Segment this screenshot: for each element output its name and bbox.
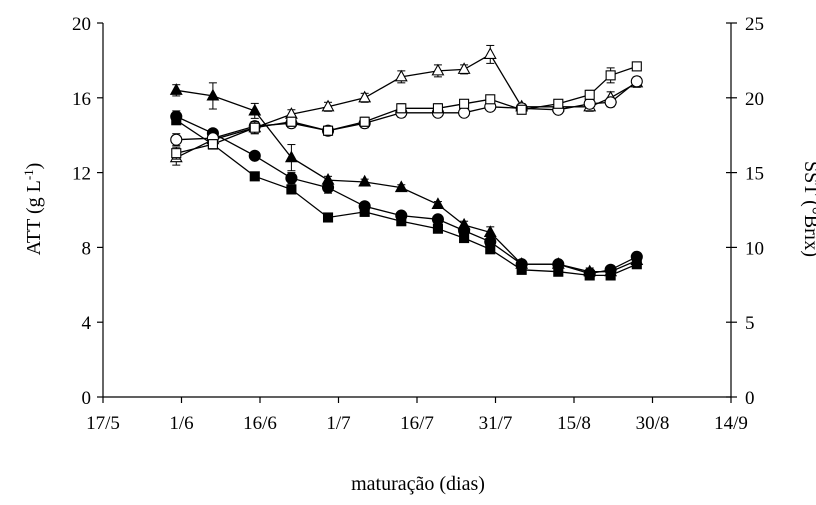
- x-tick-label: 14/9: [714, 413, 748, 434]
- data-point-square: [322, 212, 334, 223]
- x-tick-label: 31/7: [479, 413, 513, 434]
- data-point-triangle: [169, 83, 183, 95]
- left-y-tick-label: 8: [82, 238, 92, 259]
- data-point-triangle: [206, 88, 220, 101]
- series-3: [171, 115, 642, 281]
- data-point-square: [396, 216, 407, 227]
- data-point-circle: [630, 75, 643, 88]
- data-point-square: [322, 125, 334, 136]
- plot-area: 0 4 8 12 16 20 0 5 10 15 20 25 17/5 1/6 16/6 1/7 16/7 31/…: [72, 14, 764, 434]
- left-y-axis-title-end: ): [23, 163, 45, 170]
- right-y-tick-label: 20: [745, 89, 764, 110]
- series-line: [176, 53, 638, 159]
- data-point-square: [396, 103, 407, 114]
- data-point-square: [286, 184, 297, 195]
- data-series: [169, 44, 644, 281]
- data-point-square: [605, 70, 616, 81]
- data-point-square: [249, 171, 260, 182]
- series-4: [169, 44, 644, 166]
- left-y-tick-label: 12: [72, 164, 91, 185]
- data-point-triangle: [394, 69, 408, 82]
- data-point-square: [249, 122, 260, 133]
- x-tick-label: 1/6: [169, 413, 193, 434]
- right-y-axis-title: SST (°Brix): [800, 161, 816, 257]
- x-axis-title: maturação (dias): [351, 473, 485, 495]
- data-point-square: [605, 270, 616, 281]
- left-y-tick-label: 0: [82, 388, 92, 409]
- series-2: [170, 110, 643, 280]
- x-tick-label: 15/8: [557, 413, 591, 434]
- data-point-square: [286, 116, 297, 127]
- data-point-square: [631, 61, 642, 72]
- series-6: [171, 61, 642, 160]
- left-y-tick-label: 20: [72, 14, 91, 35]
- x-tick-label: 30/8: [636, 413, 670, 434]
- data-point-triangle: [431, 197, 445, 209]
- data-point-circle: [431, 213, 444, 226]
- data-point-triangle: [483, 47, 497, 59]
- series-line: [175, 119, 638, 277]
- left-y-tick-label: 16: [72, 89, 91, 110]
- data-point-square: [171, 115, 182, 126]
- data-point-square: [432, 223, 443, 234]
- data-point-circle: [321, 181, 335, 194]
- series-5: [170, 75, 643, 147]
- data-point-triangle: [358, 174, 372, 187]
- data-point-square: [207, 139, 218, 150]
- data-point-square: [584, 89, 595, 100]
- data-point-triangle: [321, 99, 335, 112]
- left-y-axis-title: ATT (g L-1): [21, 163, 46, 256]
- data-point-triangle: [431, 63, 445, 76]
- data-point-square: [459, 233, 470, 244]
- data-point-square: [359, 206, 370, 217]
- series-line: [176, 89, 638, 273]
- left-y-tick-label: 4: [82, 313, 92, 334]
- x-tick-label: 16/6: [243, 413, 277, 434]
- data-point-triangle: [248, 103, 262, 116]
- data-point-square: [359, 116, 370, 127]
- x-tick-label: 16/7: [400, 413, 434, 434]
- right-y-tick-label: 15: [745, 164, 764, 185]
- data-point-square: [553, 266, 564, 277]
- data-point-circle: [248, 149, 261, 162]
- data-point-square: [631, 259, 642, 270]
- data-point-square: [584, 270, 595, 281]
- x-tick-label: 17/5: [86, 413, 120, 434]
- left-y-axis-title-superscript: -1: [21, 169, 36, 180]
- data-point-square: [485, 244, 496, 255]
- data-point-triangle: [457, 62, 471, 74]
- data-point-square: [171, 148, 182, 159]
- right-y-tick-label: 0: [745, 388, 755, 409]
- data-point-triangle: [394, 180, 408, 193]
- data-point-triangle: [284, 150, 298, 163]
- data-point-triangle: [358, 90, 372, 103]
- data-point-circle: [170, 133, 183, 146]
- series-line: [176, 115, 638, 275]
- data-point-circle: [458, 106, 471, 119]
- data-point-square: [432, 103, 443, 114]
- left-y-axis-title-base: ATT (g L: [23, 180, 45, 255]
- right-y-tick-label: 5: [745, 313, 755, 334]
- right-y-tick-label: 10: [745, 238, 764, 259]
- data-point-circle: [285, 172, 298, 185]
- data-point-square: [485, 94, 496, 105]
- right-y-tick-label: 25: [745, 14, 764, 35]
- data-point-square: [516, 264, 527, 275]
- data-point-square: [459, 98, 470, 109]
- x-tick-label: 1/7: [326, 413, 350, 434]
- data-point-square: [553, 98, 564, 109]
- axis-ticks: 0 4 8 12 16 20 0 5 10 15 20 25 17/5 1/6 16/6 1/7 16/7 31/…: [72, 14, 764, 434]
- data-point-circle: [604, 96, 617, 109]
- data-point-square: [516, 104, 527, 115]
- data-point-circle: [583, 97, 596, 110]
